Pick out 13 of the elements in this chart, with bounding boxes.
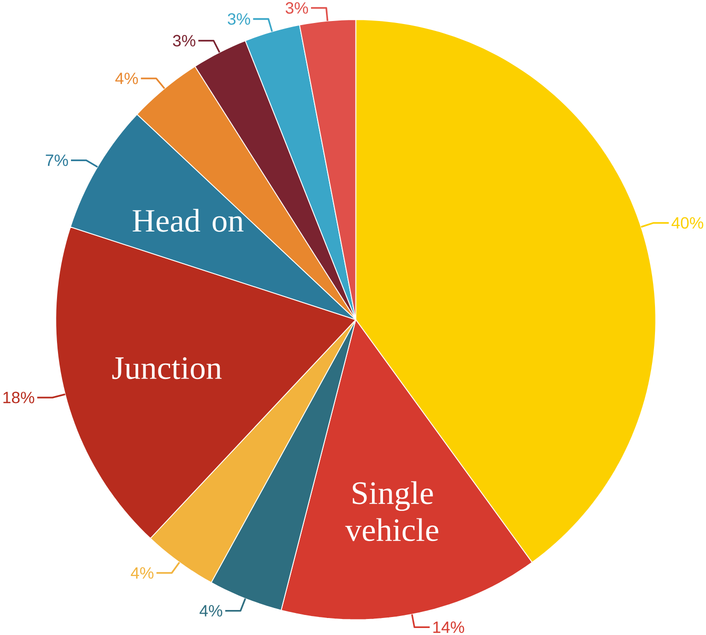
data-label: 14% [433, 621, 464, 633]
data-label: 4% [130, 567, 154, 579]
data-label: 3% [228, 13, 250, 25]
data-label: 18% [3, 392, 34, 404]
slice-label: Single vehicle [345, 481, 438, 542]
slice-label: Head on [132, 208, 244, 232]
data-label: 4% [200, 605, 222, 616]
data-label: 3% [172, 34, 196, 46]
data-label: 40% [672, 217, 704, 229]
slice-label: Junction [112, 357, 222, 380]
data-label: 3% [286, 2, 308, 14]
data-label: 7% [46, 154, 68, 166]
data-label: 4% [115, 72, 138, 84]
